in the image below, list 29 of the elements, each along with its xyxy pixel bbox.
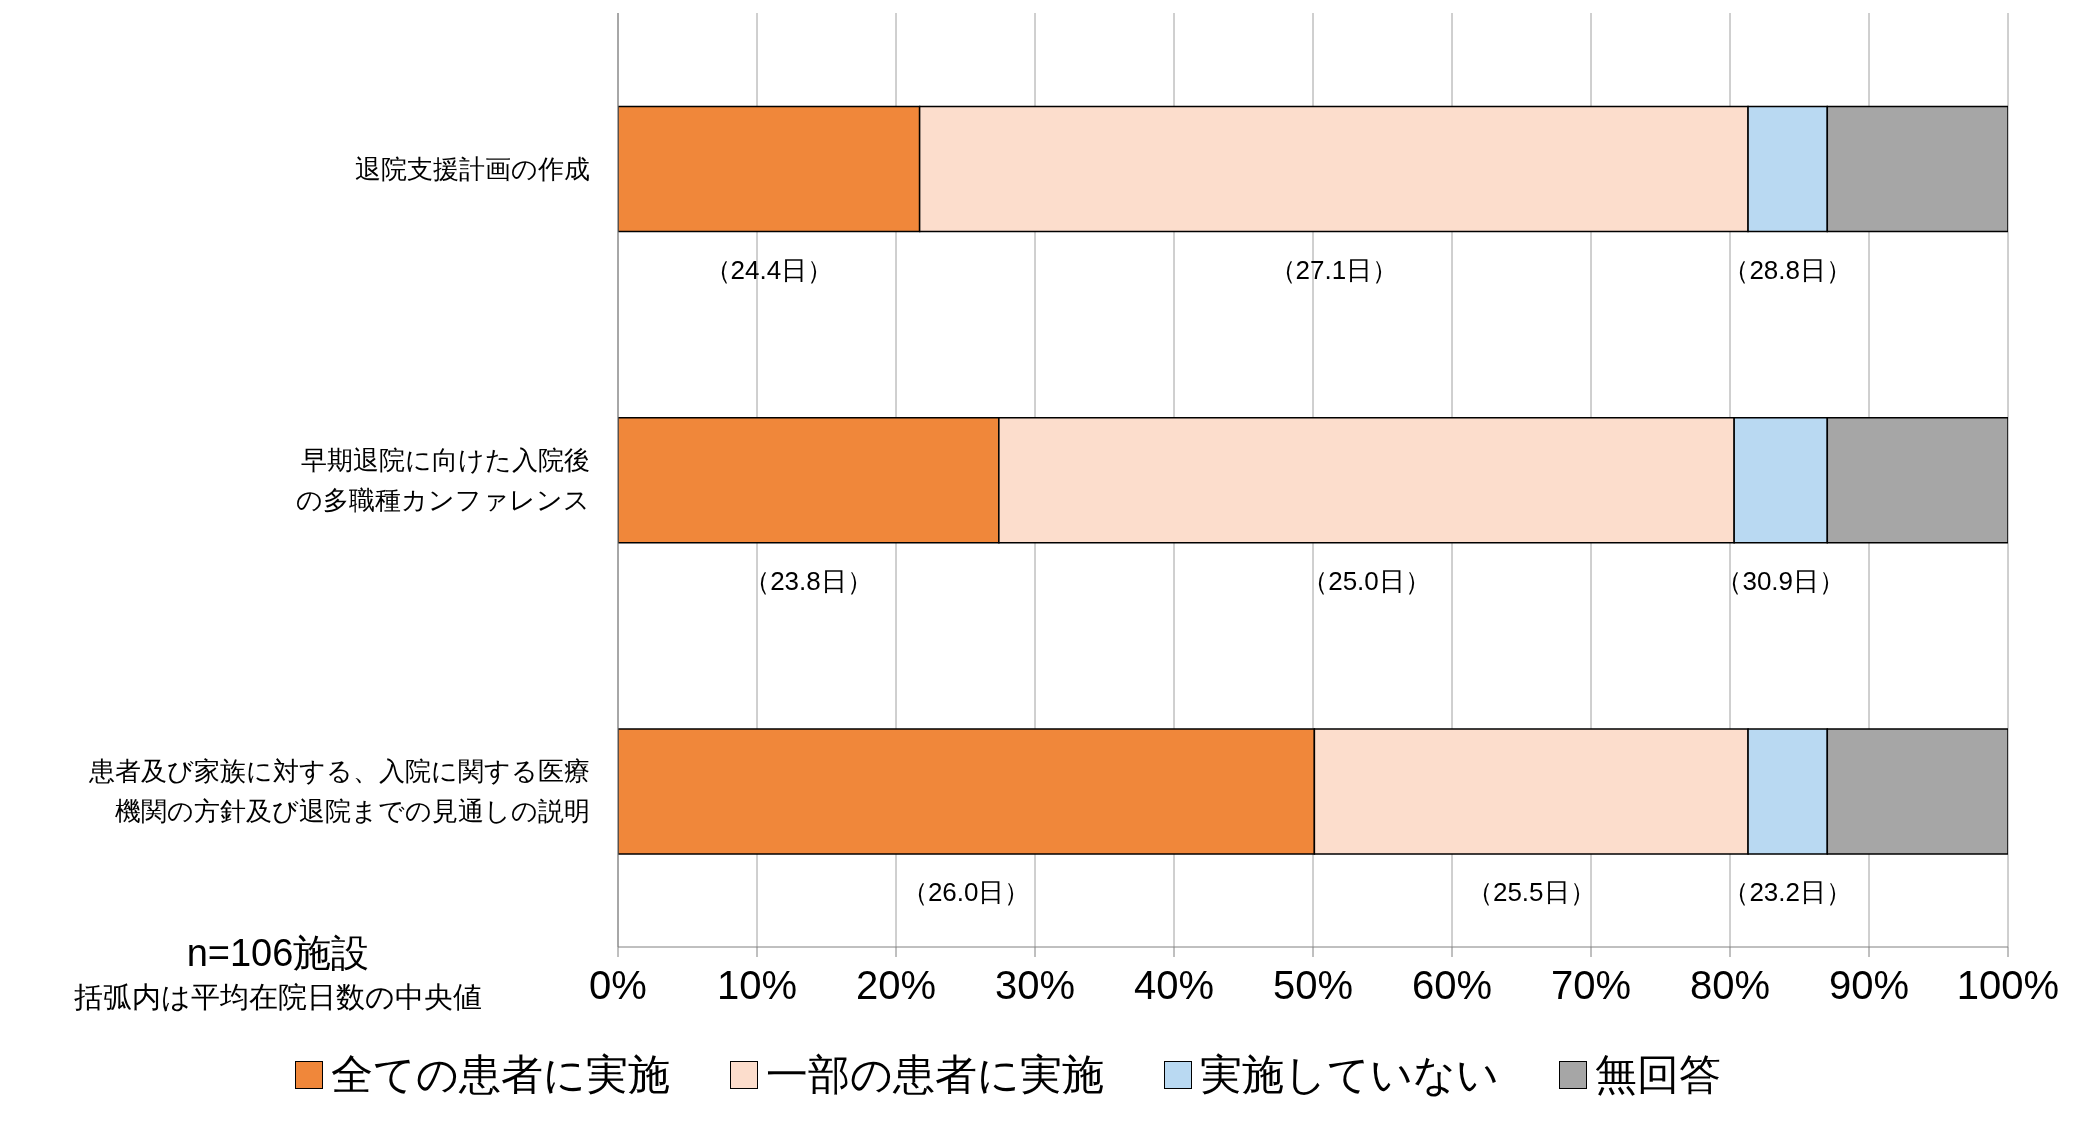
x-tick-label: 30% [994, 963, 1076, 1008]
y-tick-label: 退院支援計画の作成 [355, 153, 590, 184]
annotation: （27.1日） [1269, 254, 1399, 285]
annotation: （30.9日） [1716, 566, 1846, 596]
x-tick-label: 50% [1272, 963, 1354, 1008]
text: 括弧内は平均在院日数の中央値 [73, 980, 483, 1015]
annotation: （24.4日） [704, 254, 834, 285]
annotation: （25.5日） [1466, 877, 1596, 908]
x-tick-label: 100% [1956, 963, 2060, 1008]
x-tick-label: 80% [1689, 963, 1771, 1008]
legend-label: 無回答 [1595, 1050, 1721, 1100]
x-tick-label: 20% [855, 963, 937, 1008]
legend-label: 実施していない [1200, 1050, 1499, 1100]
annotation: （28.8日） [1723, 254, 1852, 285]
x-tick-label: 60% [1411, 963, 1493, 1008]
annotation: （23.2日） [1723, 877, 1852, 908]
x-tick-label: 40% [1133, 963, 1215, 1008]
text: n=106施設 [185, 931, 371, 976]
x-tick-label: 90% [1828, 963, 1910, 1008]
annotation: （26.0日） [901, 877, 1031, 908]
legend-label: 全ての患者に実施 [331, 1050, 670, 1100]
annotation: （23.8日） [744, 566, 873, 596]
legend-label: 一部の患者に実施 [766, 1050, 1104, 1100]
annotation: （25.0日） [1302, 566, 1431, 596]
y-tick-label: 早期退院に向けた入院後の多職種カンファレンス [296, 445, 590, 516]
y-tick-label: 患者及び家族に対する、入院に関する医療機関の方針及び退院までの見通しの説明 [88, 756, 590, 827]
x-tick-label: 0% [589, 963, 647, 1008]
x-tick-label: 70% [1550, 963, 1632, 1008]
x-tick-label: 10% [716, 963, 798, 1008]
